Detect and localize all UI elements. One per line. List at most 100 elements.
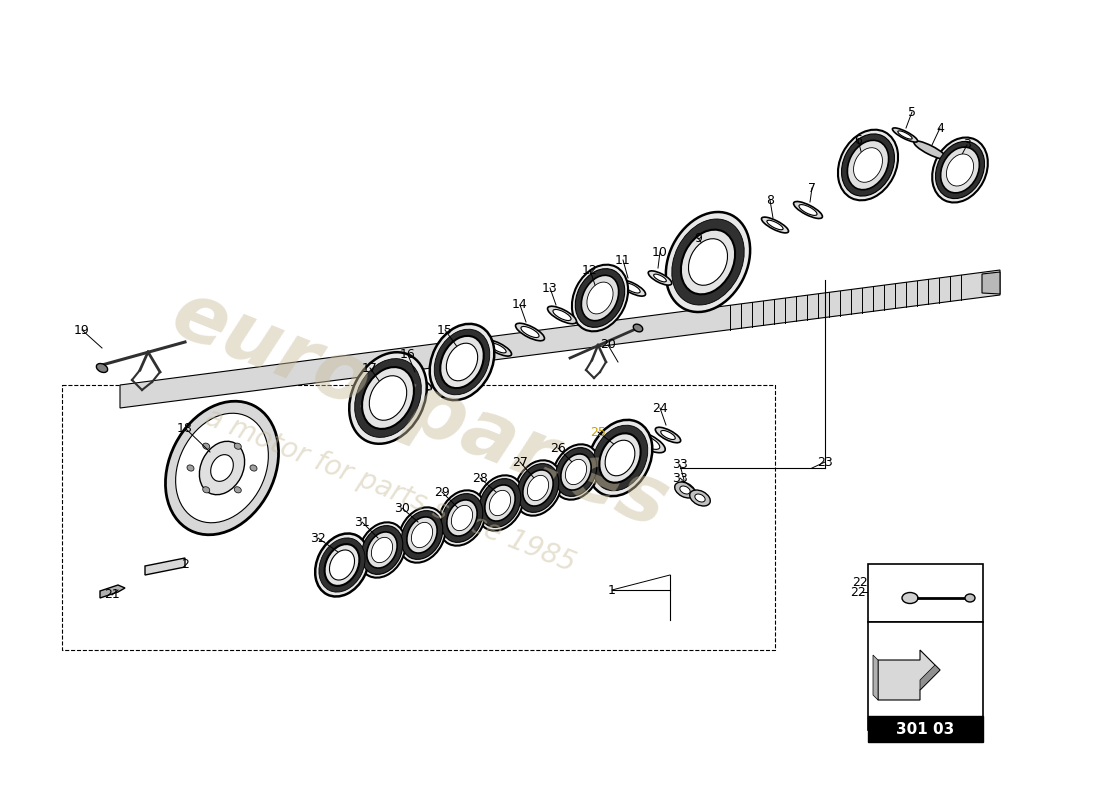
Text: 12: 12 [582, 263, 598, 277]
Ellipse shape [451, 506, 473, 530]
Text: 29: 29 [434, 486, 450, 498]
Text: 15: 15 [437, 323, 453, 337]
Ellipse shape [234, 486, 241, 493]
Ellipse shape [359, 522, 406, 578]
Ellipse shape [648, 271, 672, 285]
Ellipse shape [202, 443, 210, 450]
Ellipse shape [374, 390, 381, 395]
Polygon shape [920, 665, 940, 690]
Ellipse shape [693, 265, 701, 270]
Ellipse shape [695, 494, 705, 502]
Ellipse shape [799, 205, 817, 215]
Ellipse shape [366, 532, 397, 568]
Ellipse shape [392, 388, 398, 394]
Text: 11: 11 [615, 254, 631, 266]
Text: 18: 18 [177, 422, 192, 434]
Ellipse shape [411, 522, 432, 548]
Ellipse shape [940, 147, 979, 193]
Ellipse shape [319, 538, 365, 592]
Text: 22: 22 [852, 575, 868, 589]
Ellipse shape [410, 378, 426, 386]
Ellipse shape [354, 358, 421, 438]
Ellipse shape [634, 324, 642, 332]
Ellipse shape [552, 444, 600, 500]
Ellipse shape [689, 238, 727, 286]
Ellipse shape [946, 154, 974, 186]
Text: 16: 16 [400, 349, 416, 362]
Polygon shape [100, 585, 125, 598]
Polygon shape [120, 270, 1000, 408]
Text: 9: 9 [694, 231, 702, 245]
Ellipse shape [672, 219, 745, 305]
Ellipse shape [402, 510, 443, 559]
Text: 33: 33 [672, 471, 688, 485]
Text: 20: 20 [601, 338, 616, 351]
Text: 7: 7 [808, 182, 816, 194]
Ellipse shape [465, 366, 471, 370]
Text: 25: 25 [590, 426, 606, 438]
Ellipse shape [456, 366, 463, 371]
Ellipse shape [674, 482, 695, 498]
Text: 22: 22 [850, 586, 866, 598]
Ellipse shape [718, 256, 726, 262]
Ellipse shape [349, 352, 427, 444]
Text: 17: 17 [362, 362, 378, 374]
Ellipse shape [690, 490, 711, 506]
Ellipse shape [522, 470, 553, 506]
Ellipse shape [761, 217, 789, 233]
Ellipse shape [702, 250, 710, 256]
Ellipse shape [661, 430, 675, 439]
Ellipse shape [187, 465, 194, 471]
Ellipse shape [456, 353, 463, 358]
Ellipse shape [202, 486, 210, 493]
Text: 8: 8 [766, 194, 774, 206]
Ellipse shape [618, 280, 646, 296]
Ellipse shape [615, 449, 622, 454]
Ellipse shape [656, 427, 681, 442]
Ellipse shape [480, 478, 520, 527]
Ellipse shape [515, 460, 562, 516]
Ellipse shape [902, 593, 918, 603]
Polygon shape [982, 272, 1000, 294]
Text: 10: 10 [652, 246, 668, 258]
Ellipse shape [581, 275, 618, 321]
Text: 19: 19 [74, 323, 90, 337]
Ellipse shape [250, 465, 257, 471]
Ellipse shape [606, 456, 612, 460]
Polygon shape [873, 655, 878, 700]
Ellipse shape [587, 282, 613, 314]
Ellipse shape [211, 454, 233, 482]
Text: eurospar.es: eurospar.es [161, 275, 680, 545]
Ellipse shape [465, 354, 471, 358]
Ellipse shape [615, 462, 622, 467]
Ellipse shape [349, 562, 353, 565]
Text: 23: 23 [817, 455, 833, 469]
Ellipse shape [441, 494, 483, 542]
Ellipse shape [450, 355, 456, 360]
Ellipse shape [838, 130, 898, 200]
Ellipse shape [398, 507, 446, 562]
Text: 26: 26 [550, 442, 565, 454]
Ellipse shape [470, 362, 476, 366]
Ellipse shape [932, 138, 988, 202]
Ellipse shape [430, 324, 494, 400]
Ellipse shape [712, 251, 719, 258]
Ellipse shape [450, 364, 456, 369]
Text: 21: 21 [104, 589, 120, 602]
Ellipse shape [854, 148, 882, 182]
Ellipse shape [490, 490, 510, 516]
Ellipse shape [630, 431, 666, 453]
Polygon shape [145, 558, 185, 575]
Ellipse shape [623, 462, 628, 466]
Ellipse shape [165, 402, 278, 534]
Text: 28: 28 [472, 471, 488, 485]
Ellipse shape [636, 434, 660, 450]
Text: 31: 31 [354, 515, 370, 529]
Ellipse shape [587, 420, 652, 496]
Ellipse shape [349, 565, 353, 569]
Ellipse shape [516, 323, 544, 341]
Ellipse shape [338, 569, 343, 573]
Ellipse shape [767, 220, 783, 230]
Text: 14: 14 [513, 298, 528, 311]
Ellipse shape [935, 142, 984, 198]
